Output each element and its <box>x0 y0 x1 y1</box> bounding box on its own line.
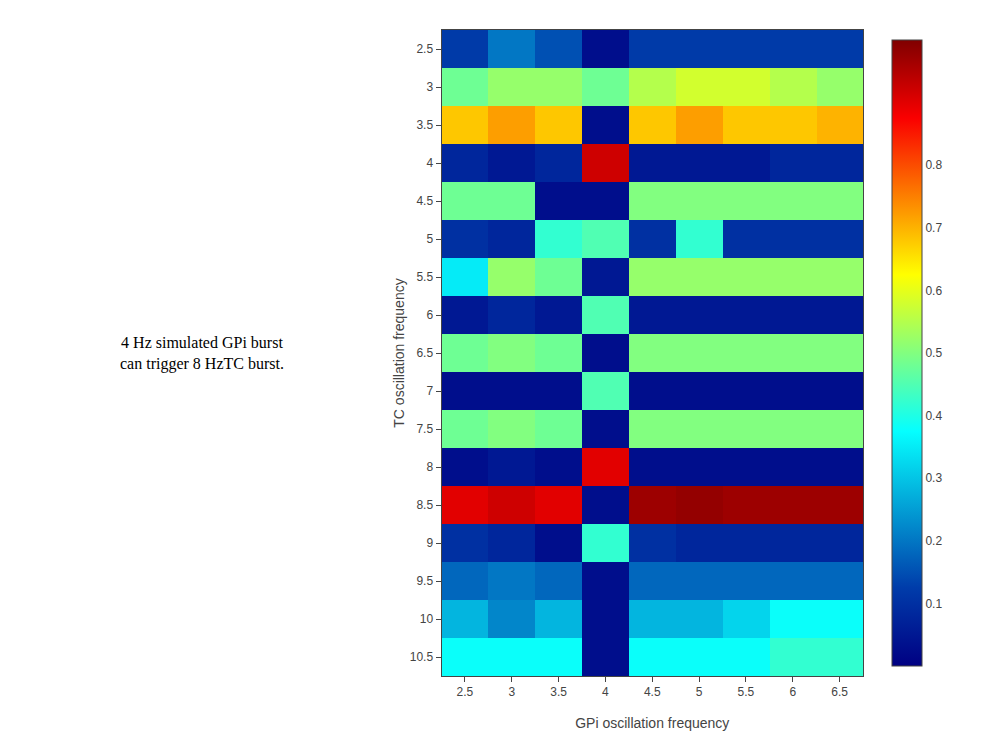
svg-text:GPi oscillation frequency: GPi oscillation frequency <box>575 715 729 731</box>
svg-text:5.5: 5.5 <box>738 685 755 699</box>
svg-text:9.5: 9.5 <box>416 574 433 588</box>
svg-text:8: 8 <box>426 460 433 474</box>
svg-text:3.5: 3.5 <box>550 685 567 699</box>
svg-text:4: 4 <box>602 685 609 699</box>
svg-text:10: 10 <box>420 612 434 626</box>
svg-text:0.3: 0.3 <box>925 471 942 485</box>
svg-text:TC oscillation frequency: TC oscillation frequency <box>391 278 407 427</box>
svg-text:4.5: 4.5 <box>644 685 661 699</box>
svg-text:3: 3 <box>508 685 515 699</box>
svg-text:7: 7 <box>426 384 433 398</box>
svg-text:5.5: 5.5 <box>416 270 433 284</box>
svg-text:6: 6 <box>789 685 796 699</box>
svg-text:5: 5 <box>426 232 433 246</box>
svg-text:3: 3 <box>426 80 433 94</box>
svg-text:9: 9 <box>426 536 433 550</box>
svg-text:7.5: 7.5 <box>416 422 433 436</box>
svg-text:0.7: 0.7 <box>925 221 942 235</box>
svg-text:0.4: 0.4 <box>925 409 942 423</box>
svg-text:3.5: 3.5 <box>416 118 433 132</box>
svg-text:8.5: 8.5 <box>416 498 433 512</box>
svg-text:0.2: 0.2 <box>925 534 942 548</box>
svg-text:0.1: 0.1 <box>925 597 942 611</box>
svg-text:0.6: 0.6 <box>925 284 942 298</box>
svg-text:6: 6 <box>426 308 433 322</box>
svg-text:6.5: 6.5 <box>416 346 433 360</box>
svg-text:5: 5 <box>696 685 703 699</box>
svg-text:4 Hz simulated GPi burstcan tr: 4 Hz simulated GPi burstcan trigger 8 Hz… <box>120 334 284 373</box>
svg-text:0.8: 0.8 <box>925 158 942 172</box>
svg-text:4.5: 4.5 <box>416 194 433 208</box>
svg-text:2.5: 2.5 <box>457 685 474 699</box>
svg-text:6.5: 6.5 <box>831 685 848 699</box>
svg-text:4: 4 <box>426 156 433 170</box>
svg-text:2.5: 2.5 <box>416 42 433 56</box>
svg-text:10.5: 10.5 <box>410 650 434 664</box>
svg-text:0.5: 0.5 <box>925 346 942 360</box>
